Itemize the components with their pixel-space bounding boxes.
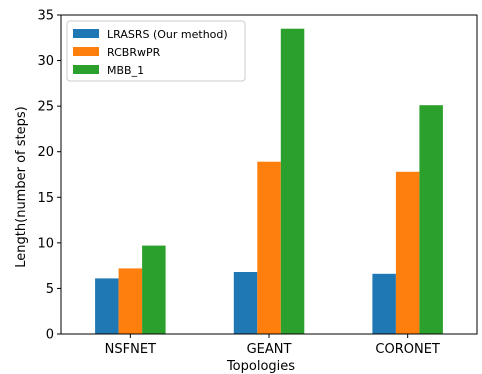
y-tick-label: 5 [46,282,54,297]
legend-entry: MBB_1 [107,64,144,77]
y-tick-label: 10 [37,236,54,251]
bar-geant-series-2 [280,28,305,334]
bar-nsfnet-series-0 [95,278,119,334]
axes-group: NSFNET GEANT CORONET 0 5 10 15 20 25 30 35 [37,9,478,357]
legend-entry: LRASRS (Our method) [107,28,228,41]
x-axis-label: Topologies [226,359,295,374]
y-tick-label: 0 [46,328,54,343]
x-tick-label: GEANT [247,342,292,357]
bar-nsfnet-series-2 [142,245,166,334]
bar-coronet-series-2 [419,105,443,334]
x-tick-label: CORONET [375,342,440,357]
y-tick-label: 30 [37,54,54,69]
legend-entry: RCBRwPR [107,46,161,59]
y-tick-label: 35 [37,9,54,24]
bars-group [95,28,443,334]
legend-swatch [73,29,99,38]
y-axis-label: Length(number of steps) [14,106,29,267]
legend-box [66,20,246,82]
y-tick-label: 15 [37,191,54,206]
bar-coronet-series-0 [372,273,396,334]
y-tick-label: 20 [37,145,54,160]
bar-coronet-series-1 [395,171,420,334]
legend: LRASRS (Our method) RCBRwPR MBB_1 [66,20,246,82]
plot-frame [60,14,478,335]
bar-nsfnet-series-1 [118,268,143,334]
x-tick-label: NSFNET [105,342,156,357]
legend-swatch [73,47,99,56]
bar-geant-series-1 [257,161,281,334]
legend-swatch [73,65,99,74]
y-tick-label: 25 [37,100,54,115]
bar-geant-series-0 [233,272,258,334]
